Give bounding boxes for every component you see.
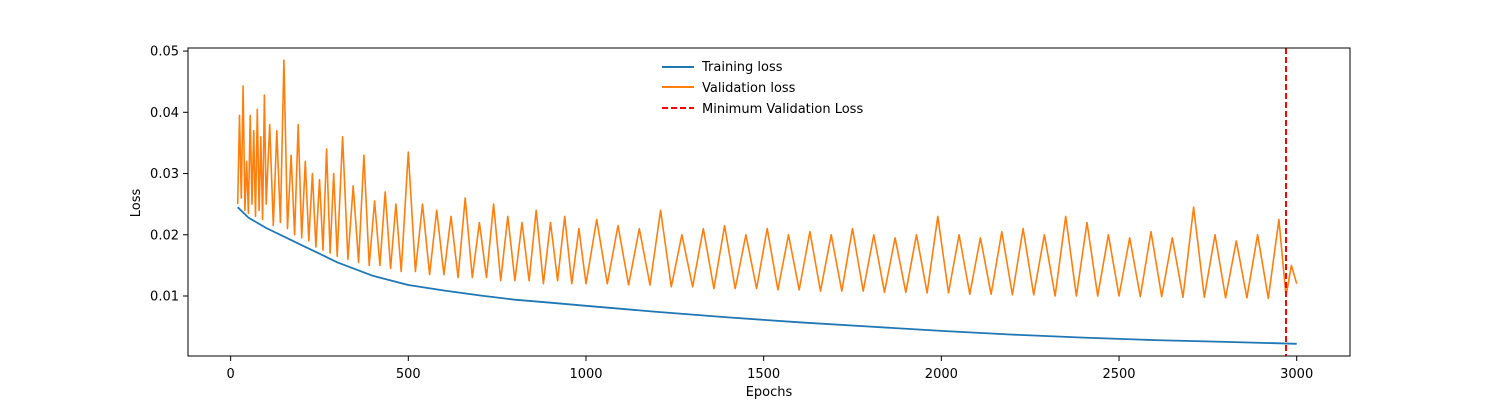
y-tick-label: 0.01 <box>150 289 179 304</box>
y-tick-label: 0.04 <box>150 106 179 121</box>
x-tick-label: 0 <box>227 367 235 382</box>
x-tick-label: 500 <box>396 367 421 382</box>
legend-label-minimum-validation-loss: Minimum Validation Loss <box>702 102 863 117</box>
x-tick-label: 1000 <box>569 367 602 382</box>
series-line-validation-loss <box>236 59 1298 300</box>
legend-label-training-loss: Training loss <box>701 60 783 75</box>
series-line-training-loss <box>237 206 1297 345</box>
y-axis-label: Loss <box>129 189 144 218</box>
y-tick-label: 0.02 <box>150 228 179 243</box>
x-axis: 0 500 1000 1500 2000 2500 3000 <box>227 356 1313 382</box>
legend-label-validation-loss: Validation loss <box>702 81 796 96</box>
legend: Training loss Validation loss Minimum Va… <box>662 60 863 117</box>
x-tick-label: 1500 <box>747 367 780 382</box>
x-axis-label: Epochs <box>746 385 793 400</box>
x-tick-label: 2000 <box>925 367 958 382</box>
x-tick-label: 3000 <box>1280 367 1313 382</box>
series-layer <box>236 48 1298 356</box>
axes-frame <box>187 47 1351 357</box>
y-tick-label: 0.05 <box>150 45 179 60</box>
plot-area <box>187 47 1351 357</box>
y-axis: 0.01 0.02 0.03 0.04 0.05 <box>150 45 188 304</box>
y-tick-label: 0.03 <box>150 167 179 182</box>
x-tick-label: 2500 <box>1102 367 1135 382</box>
